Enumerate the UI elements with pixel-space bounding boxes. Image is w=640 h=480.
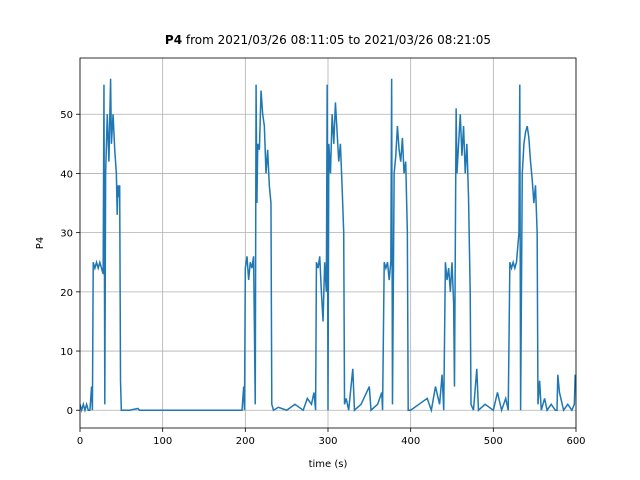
- y-tick-label: 10: [60, 347, 73, 358]
- x-tick-label: 600: [566, 436, 585, 447]
- y-tick-label: 0: [67, 406, 73, 417]
- x-tick-label: 100: [153, 436, 172, 447]
- title-text: from 2021/03/26 08:11:05 to 2021/03/26 0…: [186, 33, 491, 47]
- x-axis-label: time (s): [309, 459, 348, 470]
- y-tick-label: 50: [60, 110, 73, 121]
- plot-frame: [79, 57, 577, 429]
- x-tick-label: 400: [401, 436, 420, 447]
- y-tick-label: 30: [60, 229, 73, 240]
- y-tick-label: 40: [60, 169, 73, 180]
- y-axis-label: P4: [35, 237, 46, 249]
- x-tick-label: 200: [236, 436, 255, 447]
- data-line: [80, 78, 576, 414]
- title-bold: P4: [165, 33, 182, 47]
- x-tick-label: 300: [318, 436, 337, 447]
- x-tick-label: 0: [77, 436, 83, 447]
- y-tick-label: 20: [60, 288, 73, 299]
- x-tick-label: 500: [484, 436, 503, 447]
- chart-title: P4 from 2021/03/26 08:11:05 to 2021/03/2…: [165, 33, 491, 47]
